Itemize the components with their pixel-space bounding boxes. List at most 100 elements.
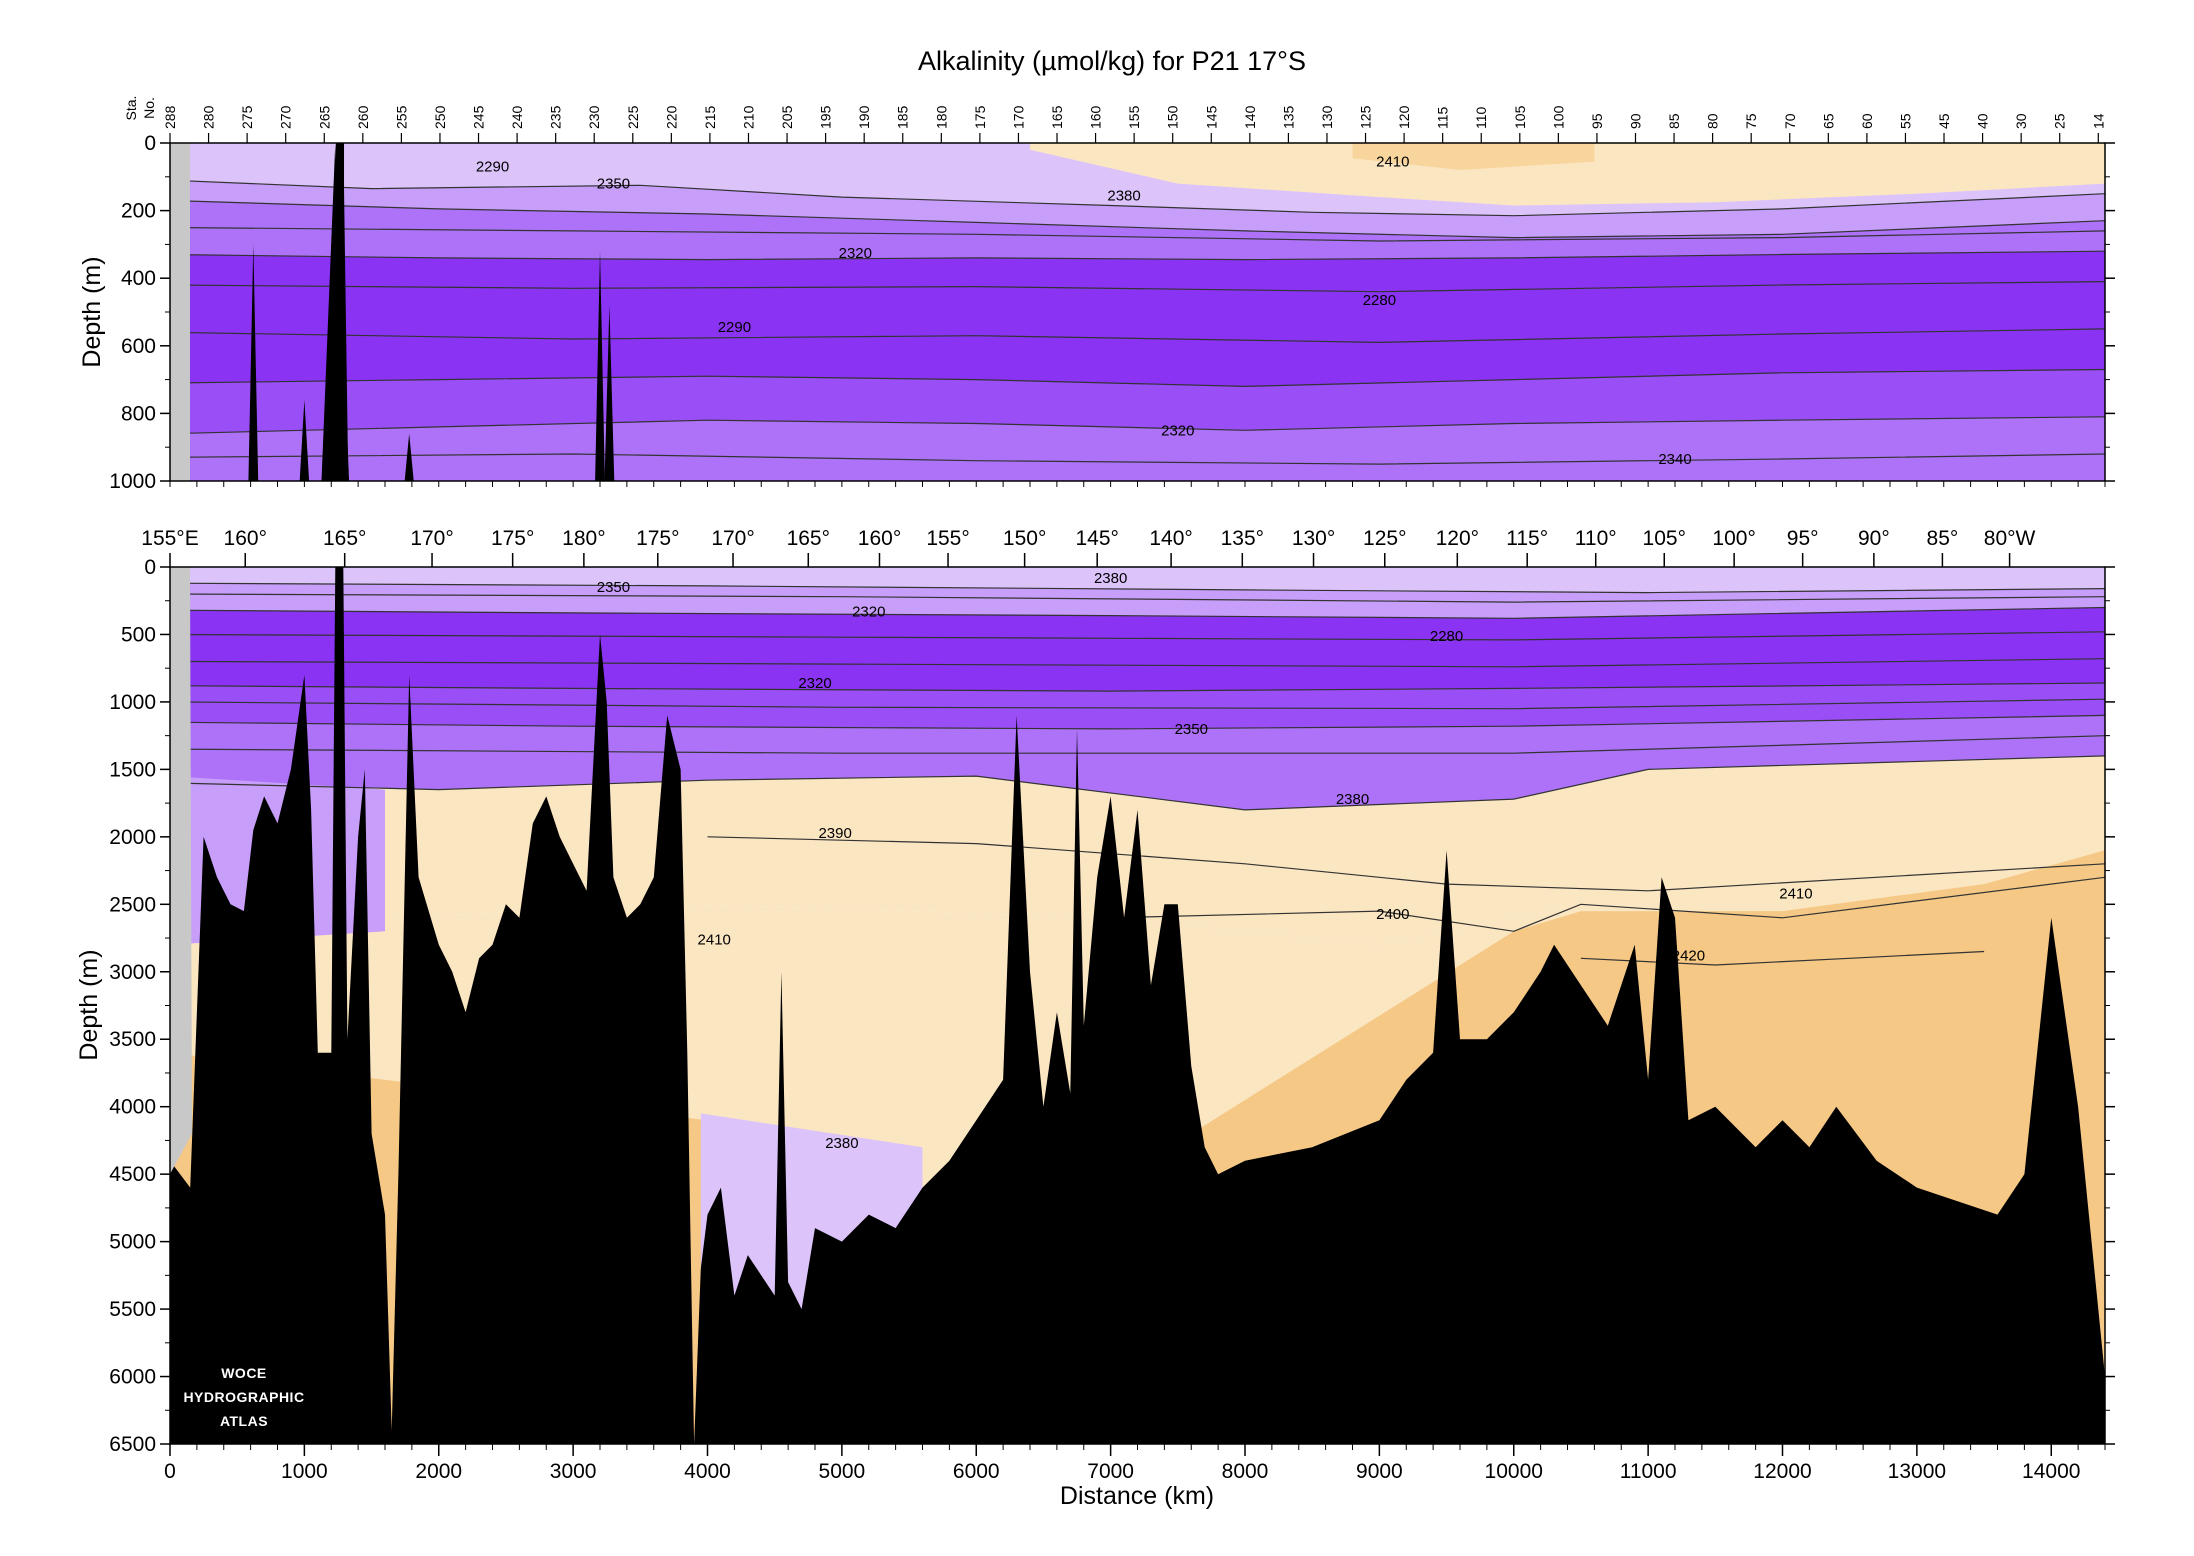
station-number-label: 210 <box>740 105 756 129</box>
y-tick-label: 5000 <box>109 1231 156 1254</box>
longitude-label: 95° <box>1787 527 1819 550</box>
contour-label: 2350 <box>597 176 630 193</box>
x-tick-label: 0 <box>164 1460 176 1483</box>
station-number-axis: Sta. No. 288 280 275 270 265 260 255 250 245 240 2… <box>123 96 2106 143</box>
station-number-label: 145 <box>1203 105 1219 129</box>
longitude-label: 145° <box>1075 527 1118 550</box>
station-number-label: 225 <box>625 105 641 129</box>
bottom-contour-line <box>170 582 2105 594</box>
station-number-label: 55 <box>1897 113 1913 129</box>
station-number-label: 135 <box>1280 105 1296 129</box>
contour-label: 2350 <box>597 579 630 596</box>
station-number-label: 160 <box>1088 105 1104 129</box>
bottom-contour-line <box>1580 950 1985 966</box>
station-axis-label-no: No. <box>141 97 157 119</box>
contour-label: 2350 <box>1175 721 1208 738</box>
y-tick-label: 6500 <box>109 1433 156 1456</box>
longitude-label: 170° <box>711 527 754 550</box>
station-number-label: 190 <box>856 105 872 129</box>
contour-label: 2380 <box>1107 187 1140 204</box>
top-bathymetry-peak <box>299 399 310 481</box>
contour-label: 2410 <box>1779 886 1812 903</box>
top-panel: 2290 2350 2410 2380 2320 2280 2290 2320 2340 0 20… <box>78 132 2115 493</box>
x-tick-label: 3000 <box>550 1460 597 1483</box>
station-number-label: 14 <box>2090 113 2106 129</box>
top-band-2280 <box>170 251 2105 387</box>
station-number-label: 175 <box>972 105 988 129</box>
longitude-label: 170° <box>410 527 453 550</box>
logo-line-woce: WOCE <box>221 1365 267 1381</box>
bottom-contour-line <box>170 735 2105 754</box>
contour-label: 2320 <box>798 675 831 692</box>
station-number-label: 120 <box>1396 105 1412 129</box>
bottom-contour-line <box>170 606 2105 619</box>
station-number-label: 130 <box>1319 105 1335 129</box>
station-number-label: 265 <box>316 105 332 129</box>
station-number-label: 180 <box>933 105 949 129</box>
y-tick-label: 2500 <box>109 893 156 916</box>
longitude-label: 110° <box>1575 527 1617 550</box>
bottom-panel-y-axis-title: Depth (m) <box>75 949 103 1060</box>
station-number-label: 230 <box>586 105 602 129</box>
station-number-label: 270 <box>278 105 294 129</box>
station-number-label: 90 <box>1627 113 1643 129</box>
station-number-label: 70 <box>1782 113 1798 129</box>
longitude-label: 115° <box>1506 527 1548 550</box>
contour-label: 2320 <box>839 245 872 262</box>
y-tick-label: 1000 <box>109 691 156 714</box>
station-number-label: 275 <box>239 105 255 129</box>
x-tick-label: 11000 <box>1620 1460 1677 1483</box>
top-band-2320 <box>170 200 2105 260</box>
station-number-label: 150 <box>1165 105 1181 129</box>
bottom-panel-contours <box>170 582 2105 966</box>
bottom-contour-line <box>1110 876 2105 932</box>
station-number-label: 125 <box>1358 105 1374 129</box>
bottom-contour-line <box>170 658 2105 668</box>
logo-line-atlas: ATLAS <box>220 1413 268 1429</box>
x-tick-label: 2000 <box>415 1460 462 1483</box>
bottom-panel-y-axis: 0 500 1000 1500 2000 2500 3000 3500 4000 4500 5000… <box>109 556 2115 1456</box>
station-number-label: 260 <box>355 105 371 129</box>
contour-label: 2290 <box>476 159 509 176</box>
station-number-label: 110 <box>1473 106 1489 129</box>
station-number-label: 95 <box>1589 113 1605 129</box>
station-number-label: 100 <box>1550 105 1566 129</box>
y-tick-label: 1500 <box>109 758 156 781</box>
x-tick-label: 13000 <box>1888 1460 1946 1483</box>
x-tick-label: 5000 <box>819 1460 866 1483</box>
station-number-label: 240 <box>509 105 525 129</box>
top-band-2290 <box>170 369 2105 434</box>
x-tick-label: 14000 <box>2022 1460 2080 1483</box>
y-tick-label: 0 <box>144 132 156 155</box>
bottom-band-2290 <box>170 683 2105 729</box>
longitude-label: 175° <box>636 527 679 550</box>
x-tick-label: 6000 <box>953 1460 1000 1483</box>
longitude-label: 105° <box>1643 527 1686 550</box>
contour-label: 2320 <box>852 604 885 621</box>
bottom-band-2280 <box>170 607 2105 692</box>
top-band-2410 <box>1352 143 1595 170</box>
logo-line-hydrographic: HYDROGRAPHIC <box>183 1389 304 1405</box>
contour-label: 2280 <box>1363 292 1396 309</box>
x-tick-label: 12000 <box>1753 1460 1811 1483</box>
contour-label: 2320 <box>1161 422 1194 439</box>
top-contour-line <box>170 328 2105 344</box>
station-number-label: 245 <box>471 105 487 129</box>
bottom-contour-line <box>170 631 2105 641</box>
y-tick-label: 4500 <box>109 1163 156 1186</box>
longitude-label: 80°W <box>1984 527 2036 550</box>
station-number-label: 25 <box>2052 113 2068 129</box>
top-bathymetry-island <box>335 143 345 481</box>
top-band-2320-deep <box>170 416 2105 481</box>
contour-label: 2390 <box>818 825 851 842</box>
top-coast-margin <box>170 143 190 481</box>
top-panel-colour-bands <box>170 143 2105 481</box>
station-number-label: 155 <box>1126 105 1142 129</box>
y-tick-label: 400 <box>121 267 156 290</box>
bottom-panel-bathymetry <box>170 567 2105 1444</box>
y-tick-label: 3500 <box>109 1028 156 1051</box>
bottom-contour-line <box>170 682 2105 692</box>
longitude-label: 155° <box>926 527 969 550</box>
bottom-contour-line <box>170 593 2105 603</box>
